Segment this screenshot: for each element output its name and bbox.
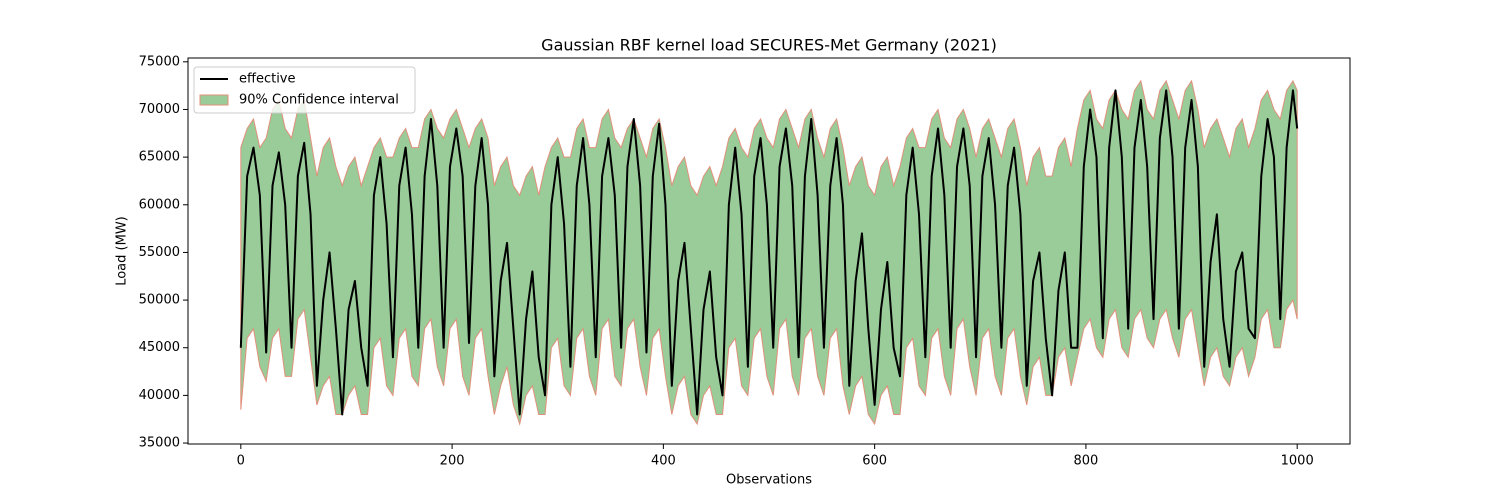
effective-line	[239, 89, 1299, 416]
y-tick-label: 35000	[139, 436, 180, 451]
y-tick-label: 60000	[139, 197, 180, 212]
y-tick-label: 65000	[139, 150, 180, 165]
x-tick-label: 0	[237, 454, 245, 469]
y-tick-label: 55000	[139, 245, 180, 260]
legend-label: effective	[239, 72, 296, 87]
x-tick-label: 400	[651, 454, 676, 469]
x-tick-label: 200	[440, 454, 465, 469]
y-axis-label: Load (MW)	[115, 216, 130, 286]
y-tick-label: 45000	[139, 340, 180, 355]
chart-title: Gaussian RBF kernel load SECURES-Met Ger…	[541, 36, 997, 55]
legend-swatch	[199, 94, 229, 106]
plot-frame	[187, 57, 1351, 445]
legend-label: 90% Confidence interval	[239, 93, 399, 108]
x-axis-label: Observations	[726, 473, 812, 488]
legend-box	[193, 66, 416, 114]
y-tick-label: 50000	[139, 293, 180, 308]
y-tick-label: 40000	[139, 388, 180, 403]
x-tick-label: 1000	[1281, 454, 1314, 469]
y-tick-label: 70000	[139, 102, 180, 117]
x-tick-label: 800	[1073, 454, 1098, 469]
y-tick-label: 75000	[139, 54, 180, 69]
x-tick-label: 600	[862, 454, 887, 469]
